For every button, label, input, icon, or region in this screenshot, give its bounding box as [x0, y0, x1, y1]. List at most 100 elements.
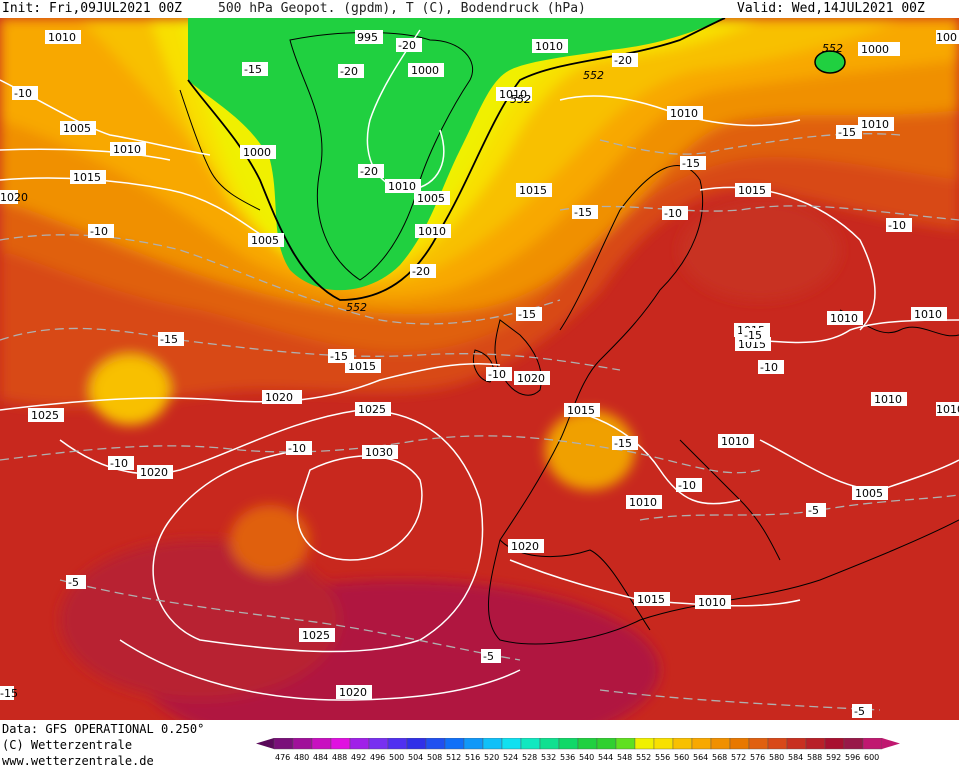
- legend-tick-label: 568: [712, 753, 727, 762]
- pressure-label: 1020: [511, 540, 539, 553]
- legend-swatch: [615, 738, 636, 750]
- temperature-label: -5: [854, 705, 865, 718]
- legend-swatch: [767, 738, 788, 750]
- temperature-label: -15: [614, 437, 632, 450]
- temperature-label: -15: [518, 308, 536, 321]
- legend-tick-label: 560: [674, 753, 689, 762]
- legend-swatch: [501, 738, 522, 750]
- legend-tick-label: 540: [579, 753, 594, 762]
- pressure-label: 1010: [418, 225, 446, 238]
- geopotential-label: 552: [510, 93, 531, 106]
- temperature-label: -10: [888, 219, 906, 232]
- temperature-label: -5: [483, 650, 494, 663]
- legend-tick-label: 496: [370, 753, 385, 762]
- pressure-label: 1010: [113, 143, 141, 156]
- geopotential-label: 552: [822, 42, 843, 55]
- legend-tick-label: 512: [446, 753, 461, 762]
- map-canvas: 1010 995 1000 1010 1005 1010 1000 1015 1…: [0, 18, 959, 720]
- legend-tick-label: 492: [351, 753, 366, 762]
- pressure-label: 1020: [140, 466, 168, 479]
- pressure-label: 100: [936, 31, 957, 44]
- color-legend: 476 480 484 488 492 496 500 504 508 512 516 520 524 5…: [256, 738, 900, 762]
- pressure-label: 1010: [914, 308, 942, 321]
- pressure-label: 1025: [31, 409, 59, 422]
- legend-swatch: [824, 738, 845, 750]
- pressure-label: 1000: [861, 43, 889, 56]
- temperature-label: -20: [412, 265, 430, 278]
- legend-swatch: [634, 738, 655, 750]
- legend-tick-label: 556: [655, 753, 670, 762]
- product-title: 500 hPa Geopot. (gpdm), T (C), Bodendruc…: [218, 1, 586, 16]
- legend-swatch: [482, 738, 503, 750]
- pressure-label: 1010: [535, 40, 563, 53]
- valid-time-label: Valid: Wed,14JUL2021 00Z: [737, 1, 925, 16]
- contour-552-pocket: [814, 50, 846, 74]
- chart-footer: Data: GFS OPERATIONAL 0.250° (C) Wetterz…: [0, 720, 959, 770]
- legend-tick-label: 552: [636, 753, 651, 762]
- pressure-label: 1015: [637, 593, 665, 606]
- legend-swatch: [596, 738, 617, 750]
- weather-map: 1010 995 1000 1010 1005 1010 1000 1015 1…: [0, 18, 959, 720]
- temperature-label: -10: [678, 479, 696, 492]
- pressure-label: 1005: [417, 192, 445, 205]
- temperature-label: -15: [744, 329, 762, 342]
- temperature-label: -15: [244, 63, 262, 76]
- legend-swatch: [387, 738, 408, 750]
- legend-tick-label: 528: [522, 753, 537, 762]
- temperature-label: -15: [0, 687, 18, 700]
- pressure-label: 1005: [63, 122, 91, 135]
- legend-tick-label: 520: [484, 753, 499, 762]
- temperature-label: -15: [330, 350, 348, 363]
- pressure-label: 1000: [243, 146, 271, 159]
- copyright-label: (C) Wetterzentrale: [2, 738, 133, 752]
- pressure-label: 1020: [339, 686, 367, 699]
- legend-swatch: [520, 738, 541, 750]
- pressure-label: 1010: [936, 403, 959, 416]
- pressure-label: 1010: [388, 180, 416, 193]
- legend-swatch: [577, 738, 598, 750]
- pressure-label: 1010: [874, 393, 902, 406]
- temperature-label: -10: [760, 361, 778, 374]
- temperature-labels: -20 -20 -15 -10 -20 -20 -15 -15 -10 -10 …: [0, 38, 912, 718]
- legend-swatch: [786, 738, 807, 750]
- legend-tick-label: 572: [731, 753, 746, 762]
- legend-swatch: [330, 738, 351, 750]
- legend-swatch: [729, 738, 750, 750]
- legend-swatch: [444, 738, 465, 750]
- pressure-label: 1020: [0, 191, 28, 204]
- temperature-label: -5: [68, 576, 79, 589]
- pressure-label: 1010: [698, 596, 726, 609]
- legend-tick-label: 596: [845, 753, 860, 762]
- pressure-label: 995: [357, 31, 378, 44]
- legend-tick-label: 592: [826, 753, 841, 762]
- legend-swatch: [425, 738, 446, 750]
- temperature-label: -15: [160, 333, 178, 346]
- legend-swatch: [273, 738, 294, 750]
- legend-arrow-low: [256, 738, 274, 749]
- website-link[interactable]: www.wetterzentrale.de: [2, 754, 154, 768]
- cold-trough-fill: [188, 18, 725, 291]
- legend-swatch: [691, 738, 712, 750]
- legend-tick-label: 600: [864, 753, 879, 762]
- legend-swatch: [292, 738, 313, 750]
- legend-swatch: [710, 738, 731, 750]
- legend-tick-label: 524: [503, 753, 518, 762]
- legend-swatch: [349, 738, 370, 750]
- pressure-label: 1005: [251, 234, 279, 247]
- legend-swatch: [862, 738, 883, 750]
- cold-pocket-fill: [815, 51, 845, 73]
- legend-swatch: [653, 738, 674, 750]
- temperature-label: -15: [574, 206, 592, 219]
- legend-swatch: [539, 738, 560, 750]
- legend-tick-label: 576: [750, 753, 765, 762]
- pressure-label: 1020: [517, 372, 545, 385]
- geopotential-labels: 552 552 552 552: [346, 42, 843, 314]
- pressure-label: 1010: [721, 435, 749, 448]
- legend-swatch: [463, 738, 484, 750]
- temperature-label: -10: [90, 225, 108, 238]
- legend-swatch: [311, 738, 332, 750]
- temperature-label: -5: [808, 504, 819, 517]
- legend-tick-label: 532: [541, 753, 556, 762]
- temperature-label: -10: [488, 368, 506, 381]
- geopotential-label: 552: [346, 301, 367, 314]
